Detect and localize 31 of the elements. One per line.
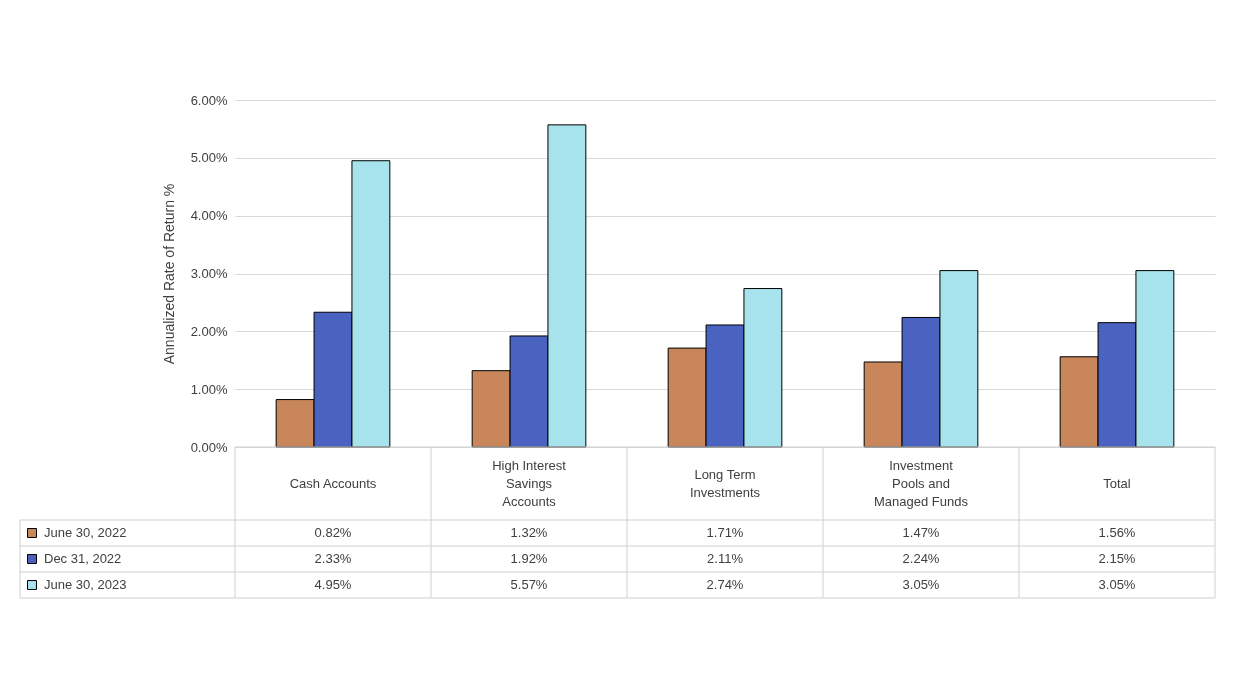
legend-label: June 30, 2022 <box>44 525 127 540</box>
data-label: 2.11% <box>707 551 744 566</box>
x-tick-label: Long Term Investments <box>689 466 761 500</box>
data-label: 2.74% <box>706 577 744 592</box>
y-axis-title: Annualized Rate of Return % <box>160 183 177 365</box>
y-tick-label: 5.00% <box>190 150 228 166</box>
data-label: 1.56% <box>1098 525 1136 540</box>
x-tick-label: Total <box>1103 475 1131 491</box>
data-label: 1.32% <box>510 525 548 540</box>
data-label: 4.95% <box>314 577 352 592</box>
legend-label: June 30, 2023 <box>44 577 127 592</box>
data-label: 2.15% <box>1098 551 1136 566</box>
data-label: 0.82% <box>314 525 352 540</box>
x-tick-label: Cash Accounts <box>289 475 377 491</box>
y-tick-label: 0.00% <box>190 439 228 455</box>
data-label: 1.92% <box>510 551 548 566</box>
data-label: 2.33% <box>314 551 352 566</box>
y-tick-label: 2.00% <box>190 323 228 339</box>
x-tick-label: High Interest Savings Accounts <box>492 457 567 509</box>
x-tick-label: Investment Pools and Managed Funds <box>874 457 969 509</box>
y-tick-label: 1.00% <box>190 381 228 397</box>
data-label: 2.24% <box>902 551 940 566</box>
data-label: 5.57% <box>510 577 548 592</box>
data-label: 1.47% <box>902 525 940 540</box>
data-label: 1.71% <box>706 525 744 540</box>
data-label: 3.05% <box>1098 577 1136 592</box>
y-tick-label: 4.00% <box>190 208 228 224</box>
data-label: 3.05% <box>902 577 940 592</box>
y-tick-label: 3.00% <box>190 266 228 281</box>
y-tick-label: 6.00% <box>190 92 228 108</box>
legend-label: Dec 31, 2022 <box>44 551 122 566</box>
